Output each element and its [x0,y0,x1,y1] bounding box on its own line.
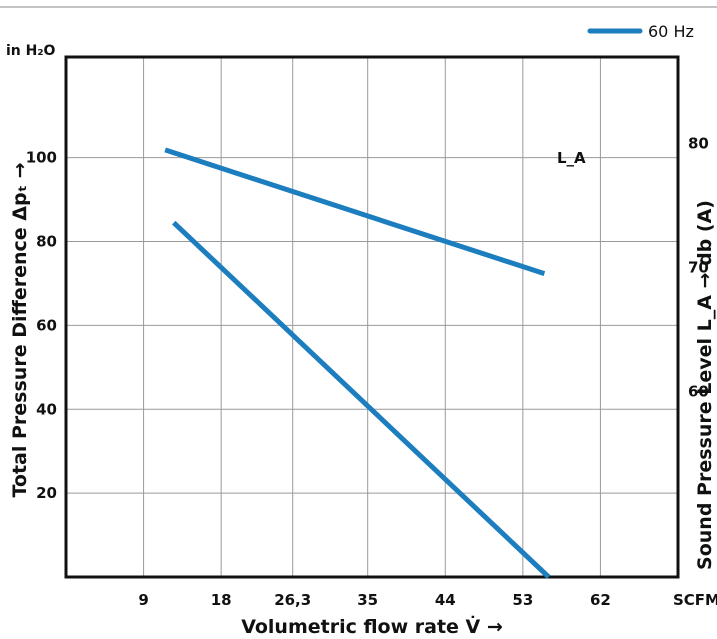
legend-label-60hz: 60 Hz [648,22,694,41]
x-unit-label: SCFM [673,591,717,609]
y-left-unit-label: in H₂O [6,43,55,59]
y-right-tick-label: 70 [688,258,709,276]
legend: 60 Hz [587,22,694,41]
y-right-tick-label: 60 [688,382,709,400]
x-tick-label: 35 [357,591,378,609]
x-tick-label: 18 [211,591,232,609]
x-axis-title: Volumetric flow rate V̇ → [241,616,503,638]
grid [66,57,678,577]
y-left-tick-label: 20 [36,484,57,502]
y-left-tick-label: 60 [36,316,57,334]
y-right-axis-title: Sound Pressure Level L_A → db (A) [694,200,716,570]
y-left-axis-title: Total Pressure Difference Δpₜ → [9,162,31,497]
y-right-tick-label: 80 [688,135,709,153]
x-tick-label: 9 [138,591,148,609]
series-line-sound-pressure [164,147,546,277]
plot-frame [64,55,680,579]
x-tick-label: 44 [435,591,456,609]
y-left-tick-label: 40 [36,400,57,418]
y-right-tick-labels: 60 70 80 [688,135,709,401]
series-line-pressure [172,220,551,579]
x-tick-labels: 9 18 26,3 35 44 53 62 [138,591,611,609]
y-left-tick-label: 100 [26,149,57,167]
x-tick-label: 26,3 [274,591,311,609]
y-left-tick-labels: 20 40 60 80 100 [26,149,57,502]
x-tick-label: 53 [512,591,533,609]
curve-label-la: L_A [557,149,586,167]
series-group [164,147,551,579]
y-left-tick-label: 80 [36,233,57,251]
x-tick-label: 62 [590,591,611,609]
